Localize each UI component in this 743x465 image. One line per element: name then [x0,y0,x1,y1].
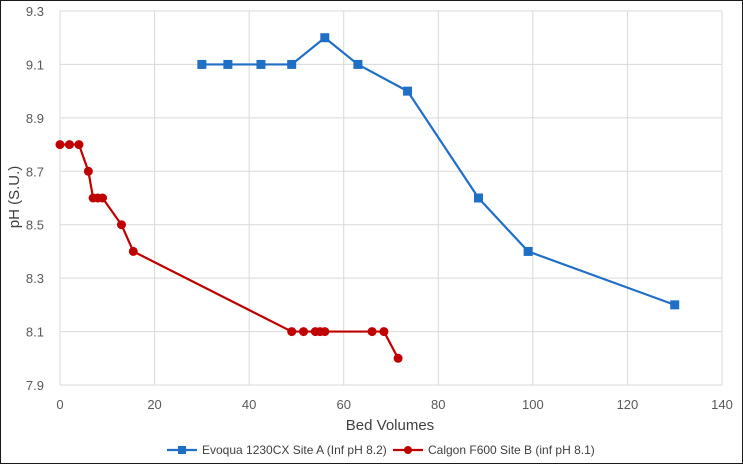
legend-entry: Evoqua 1230CX Site A (Inf pH 8.2) [167,443,387,457]
legend: Evoqua 1230CX Site A (Inf pH 8.2) Calgon … [167,443,595,457]
y-axis-title: pH (S.U.) [6,166,23,229]
x-tick-label: 40 [242,397,256,412]
y-tick-label: 8.3 [26,271,44,286]
data-point [55,140,65,150]
legend-label: Calgon F600 Site B (inf pH 8.1) [428,443,595,457]
series-2-line [60,143,400,359]
data-point [473,193,483,203]
x-tick-label: 120 [617,397,639,412]
y-tick-label: 7.9 [26,378,44,393]
x-tick-label: 20 [147,397,161,412]
y-tick-labels: 7.9 8.1 8.3 8.5 8.7 8.9 9.1 9.3 [26,4,44,393]
data-point [379,327,389,337]
y-tick-label: 8.1 [26,325,44,340]
x-tick-label: 80 [431,397,445,412]
data-point [523,246,533,256]
data-point [74,140,84,150]
data-point [367,327,377,337]
legend-marker [178,446,186,454]
legend-label: Evoqua 1230CX Site A (Inf pH 8.2) [202,443,387,457]
gridlines [59,10,723,386]
legend-marker [404,446,412,454]
legend-entry: Calgon F600 Site B (inf pH 8.1) [393,443,595,457]
series-1-line [201,36,676,306]
data-point [64,140,74,150]
data-point [197,59,207,69]
data-point [353,59,363,69]
y-tick-label: 8.7 [26,164,44,179]
data-point [320,33,330,43]
x-tick-labels: 0 20 40 60 80 100 120 140 [56,397,732,412]
data-point [287,59,297,69]
data-point [256,59,266,69]
data-point [403,86,413,96]
data-point [320,327,330,337]
x-tick-label: 140 [711,397,733,412]
y-tick-label: 8.5 [26,218,44,233]
data-point [83,166,93,176]
y-tick-label: 8.9 [26,111,44,126]
data-point [128,246,138,256]
data-point [223,59,233,69]
data-point [98,193,108,203]
x-axis-title: Bed Volumes [346,417,434,434]
data-point [299,327,309,337]
data-point [670,300,680,310]
x-tick-label: 100 [522,397,544,412]
data-point [393,353,403,363]
x-tick-label: 0 [56,397,63,412]
series-layer [55,33,680,363]
series-1 [197,33,680,310]
data-point [287,327,297,337]
data-point [116,220,126,230]
series-2 [55,140,403,363]
y-tick-label: 9.1 [26,57,44,72]
y-tick-label: 9.3 [26,4,44,19]
x-tick-label: 60 [336,397,350,412]
